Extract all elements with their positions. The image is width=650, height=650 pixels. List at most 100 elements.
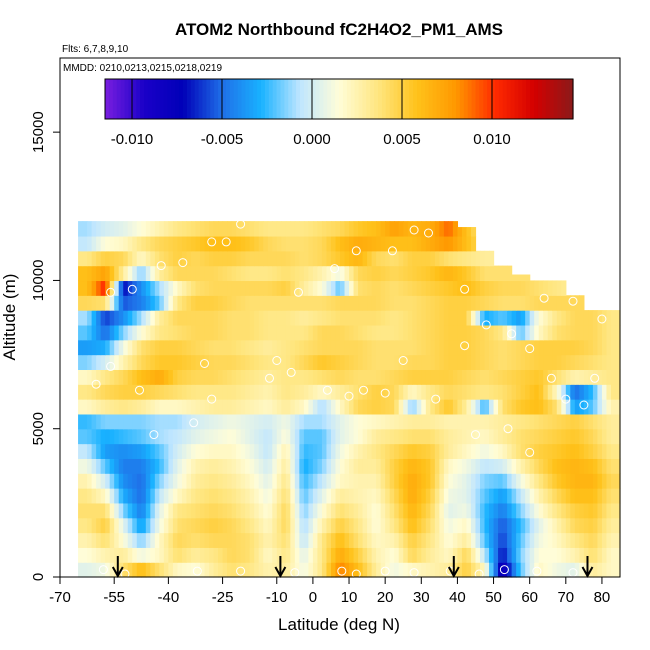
heatmap-cell <box>416 324 422 341</box>
heatmap-cell <box>448 354 454 370</box>
heatmap-cell <box>498 517 504 534</box>
heatmap-cell <box>204 339 210 356</box>
heatmap-cell <box>290 235 296 252</box>
heatmap-cell <box>380 354 386 370</box>
heatmap-cell <box>489 443 495 459</box>
heatmap-cell <box>321 428 328 445</box>
heatmap-cell <box>434 354 440 370</box>
x-tick-label: 20 <box>377 589 394 606</box>
heatmap-cell <box>195 458 201 474</box>
heatmap-cell <box>281 221 287 237</box>
heatmap-cell <box>172 369 179 385</box>
heatmap-cell <box>96 532 102 548</box>
heatmap-cell <box>308 562 314 578</box>
heatmap-cell <box>127 473 133 489</box>
heatmap-cell <box>236 473 242 489</box>
heatmap-cell <box>136 265 142 282</box>
heatmap-cell <box>96 280 102 296</box>
heatmap-cell <box>254 354 260 370</box>
heatmap-cell <box>480 562 486 578</box>
heatmap-cell <box>502 324 508 341</box>
heatmap-cell <box>118 517 124 534</box>
heatmap-cell <box>362 502 368 519</box>
heatmap-cell <box>367 488 373 504</box>
heatmap-cell <box>87 413 93 430</box>
heatmap-cell <box>376 280 382 296</box>
heatmap-cell <box>87 443 93 459</box>
heatmap-cell <box>353 384 359 400</box>
flight-arrow <box>447 556 460 579</box>
heatmap-cell <box>493 488 499 504</box>
heatmap-cell <box>159 547 165 563</box>
heatmap-cell <box>452 532 459 548</box>
heatmap-cell <box>100 221 106 237</box>
heatmap-cell <box>209 428 215 445</box>
heatmap-cell <box>421 547 427 563</box>
heatmap-cell <box>209 295 215 311</box>
colorbar-segment <box>444 79 449 119</box>
heatmap-cell <box>398 399 404 415</box>
heatmap-cell <box>136 310 142 326</box>
heatmap-cell <box>127 399 133 415</box>
heatmap-cell <box>317 502 323 519</box>
heatmap-cell <box>105 413 111 430</box>
heatmap-cell <box>150 295 156 311</box>
heatmap-cell <box>457 235 463 252</box>
heatmap-cell <box>145 235 151 252</box>
heatmap-cell <box>610 532 617 548</box>
heatmap-cell <box>172 339 179 356</box>
colorbar-segment <box>459 79 465 119</box>
heatmap-cell <box>154 502 160 519</box>
heatmap-cell <box>78 473 84 489</box>
heatmap-cell <box>475 517 481 534</box>
heatmap-cell <box>272 458 278 474</box>
heatmap-cell <box>285 310 291 326</box>
heatmap-cell <box>312 547 319 563</box>
heatmap-cell <box>430 458 436 474</box>
heatmap-cell <box>353 532 359 548</box>
heatmap-cell <box>236 295 242 311</box>
heatmap-cell <box>141 547 147 563</box>
heatmap-cell <box>493 399 499 415</box>
heatmap-cell <box>285 488 291 504</box>
heatmap-cell <box>141 221 147 237</box>
heatmap-cell <box>520 547 526 563</box>
colorbar-segment <box>514 79 519 119</box>
heatmap-cell <box>263 310 269 326</box>
heatmap-cell <box>416 354 422 370</box>
heatmap-cell <box>457 532 463 548</box>
heatmap-cell <box>516 562 522 578</box>
heatmap-cell <box>362 399 368 415</box>
heatmap-cell <box>276 488 282 504</box>
heatmap-cell <box>430 473 436 489</box>
heatmap-cell <box>597 384 603 400</box>
heatmap-cell <box>493 324 499 341</box>
colorbar-segment <box>190 79 196 119</box>
heatmap-cell <box>200 221 206 237</box>
heatmap-cell <box>276 502 282 519</box>
sample-point <box>387 246 397 256</box>
heatmap-cell <box>132 265 138 282</box>
heatmap-cell <box>340 532 346 548</box>
heatmap-cell <box>312 473 319 489</box>
heatmap-cell <box>285 280 291 296</box>
heatmap-cell <box>200 473 206 489</box>
heatmap-cell <box>163 221 169 237</box>
heatmap-cell <box>330 547 337 563</box>
heatmap-cell <box>552 413 558 430</box>
heatmap-cell <box>421 562 427 578</box>
heatmap-cell <box>565 295 571 311</box>
heatmap-cell <box>358 384 364 400</box>
heatmap-cell <box>398 488 404 504</box>
sample-point <box>471 430 480 440</box>
heatmap-cell <box>592 428 599 445</box>
heatmap-cell <box>398 458 404 474</box>
heatmap-cell <box>344 339 350 356</box>
heatmap-cell <box>87 235 93 252</box>
heatmap-cell <box>294 265 300 282</box>
heatmap-cell <box>150 532 156 548</box>
heatmap-cell <box>326 280 332 296</box>
heatmap-cell <box>493 532 499 548</box>
heatmap-cell <box>470 399 477 415</box>
heatmap-cell <box>344 235 350 252</box>
